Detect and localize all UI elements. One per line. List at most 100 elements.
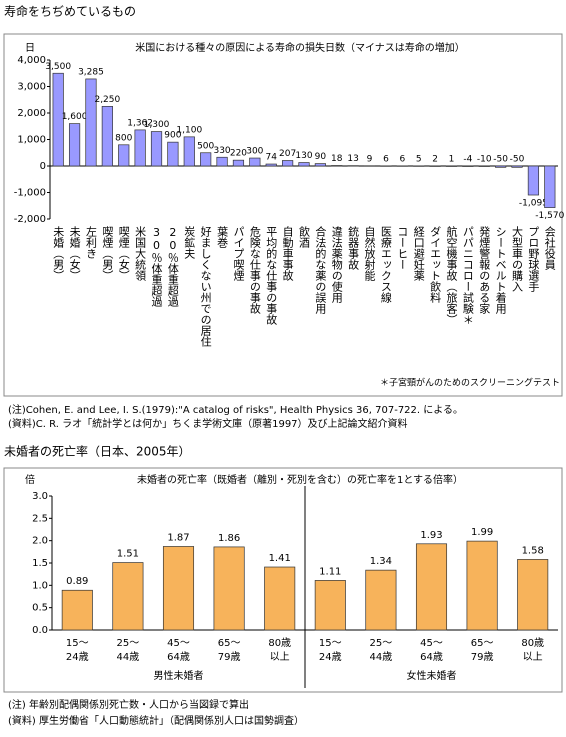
bar <box>112 562 144 631</box>
value-label: 9 <box>367 154 373 164</box>
value-label: 1,600 <box>62 112 88 122</box>
x-tick-label: 好ましくない州での居住 <box>199 225 212 347</box>
bar <box>162 546 195 631</box>
bar <box>314 163 326 167</box>
x-tick-label: 平均的な仕事の事故 <box>265 226 278 326</box>
value-label: -50 <box>510 155 525 165</box>
y-tick-label: 2.5 <box>32 513 48 524</box>
value-label: -4 <box>463 155 472 165</box>
footnote: ＊子宮頸がんのためのスクリーニングテスト <box>380 377 560 389</box>
x-tick-label: 自動車事故 <box>281 226 294 282</box>
x-tick-label: 25〜 <box>117 638 140 649</box>
value-label: 900 <box>164 131 181 141</box>
bar <box>517 559 549 631</box>
value-label: 1.11 <box>319 566 341 577</box>
bar <box>200 152 212 167</box>
x-tick-label: コーヒー <box>396 226 409 270</box>
bar <box>314 580 346 631</box>
bar <box>495 165 507 168</box>
chart-title: 未婚者の死亡率（既婚者（離別・死別を含む）の死亡率を1とする倍率） <box>137 473 463 486</box>
x-tick-label: 違法薬物の使用 <box>330 226 343 304</box>
value-label: 130 <box>295 151 312 161</box>
bar <box>101 106 113 167</box>
bar <box>167 141 179 167</box>
value-label: 6 <box>383 154 389 164</box>
x-tick-label: 80歳 <box>521 637 544 649</box>
value-label: 1,362 <box>127 118 153 128</box>
x-tick-label: 44歳 <box>117 651 140 663</box>
x-tick-label: 合法的な薬の誤用 <box>314 225 327 315</box>
value-label: -1,095 <box>519 199 548 209</box>
bar <box>282 160 294 167</box>
x-tick-label: 危険な仕事の事故 <box>248 226 261 315</box>
x-tick-label: 未婚（男） <box>52 226 65 281</box>
x-tick-label: プロ野球選手 <box>527 226 540 293</box>
value-label: 18 <box>331 154 343 164</box>
value-label: -50 <box>493 155 508 165</box>
x-tick-label: 米国大統領 <box>134 226 147 282</box>
bar <box>478 165 490 167</box>
x-tick-label: 発煙警報のある家 <box>478 225 491 314</box>
bar <box>183 136 195 167</box>
bar <box>118 144 130 167</box>
x-tick-label: 以上 <box>270 651 290 663</box>
y-tick-label: 0.5 <box>32 603 48 614</box>
x-tick-label: 航空機事故（旅客） <box>445 225 458 325</box>
x-tick-label: 以上 <box>523 651 543 663</box>
x-tick-label: 経口避妊薬 <box>412 226 425 281</box>
y-tick-label: 1.5 <box>32 558 48 569</box>
x-tick-label: パパニコロー試験＊ <box>461 226 474 325</box>
value-label: -1,570 <box>535 211 564 221</box>
value-label: 74 <box>265 153 277 163</box>
note: (資料) 厚生労働省「人口動態統計」（配偶関係別人口は国勢調査） <box>8 714 304 727</box>
value-label: 5 <box>416 154 422 164</box>
x-tick-label: シートベルト着用 <box>494 226 507 315</box>
x-tick-label: 15〜 <box>66 638 89 649</box>
value-label: 1 <box>449 154 455 164</box>
y-tick-label: 2.0 <box>32 536 48 547</box>
y-label: 倍 <box>25 473 35 486</box>
x-tick-label: 20％体重超過 <box>166 226 179 307</box>
x-tick-label: 65〜 <box>218 638 241 649</box>
value-label: 1.87 <box>167 532 189 543</box>
value-label: -10 <box>477 155 492 165</box>
x-tick-label: 未婚（女） <box>68 226 81 281</box>
y-tick-label: 1,000 <box>17 135 46 146</box>
bar <box>462 165 474 167</box>
x-tick-label: 45〜 <box>167 638 190 649</box>
x-tick-label: 喫煙（女） <box>117 226 130 281</box>
bar <box>511 165 523 168</box>
bar <box>331 165 343 167</box>
bar <box>544 165 556 208</box>
x-tick-label: 炭鉱夫 <box>183 226 196 260</box>
value-label: 1.58 <box>522 545 544 556</box>
y-tick-label: 3.0 <box>32 491 48 502</box>
bar <box>298 162 310 167</box>
chart2-frame <box>3 467 563 693</box>
section-title: 未婚者の死亡率（日本、2005年） <box>4 444 191 459</box>
x-tick-label: 24歳 <box>319 651 342 663</box>
x-tick-label: 15〜 <box>319 638 342 649</box>
x-tick-label: 79歳 <box>471 651 494 663</box>
value-label: 1.93 <box>420 530 442 541</box>
y-tick-label: 4,000 <box>17 55 46 66</box>
bar <box>213 546 245 631</box>
y-tick-label: -1,000 <box>14 188 46 199</box>
value-label: 1.99 <box>471 527 493 538</box>
bar <box>265 163 277 167</box>
value-label: 500 <box>197 141 214 151</box>
value-label: 13 <box>347 154 358 164</box>
y-tick-label: -2,000 <box>14 214 46 225</box>
value-label: 2,250 <box>94 95 120 105</box>
heading: 寿命をちぢめているもの <box>4 4 136 19</box>
bar <box>347 165 359 167</box>
bar <box>249 157 261 167</box>
bar <box>61 589 93 631</box>
x-tick-label: 64歳 <box>167 651 190 663</box>
group-label: 男性未婚者 <box>154 669 204 682</box>
value-label: 3,285 <box>78 67 104 77</box>
value-label: 0.89 <box>66 576 88 587</box>
bar <box>527 165 540 196</box>
